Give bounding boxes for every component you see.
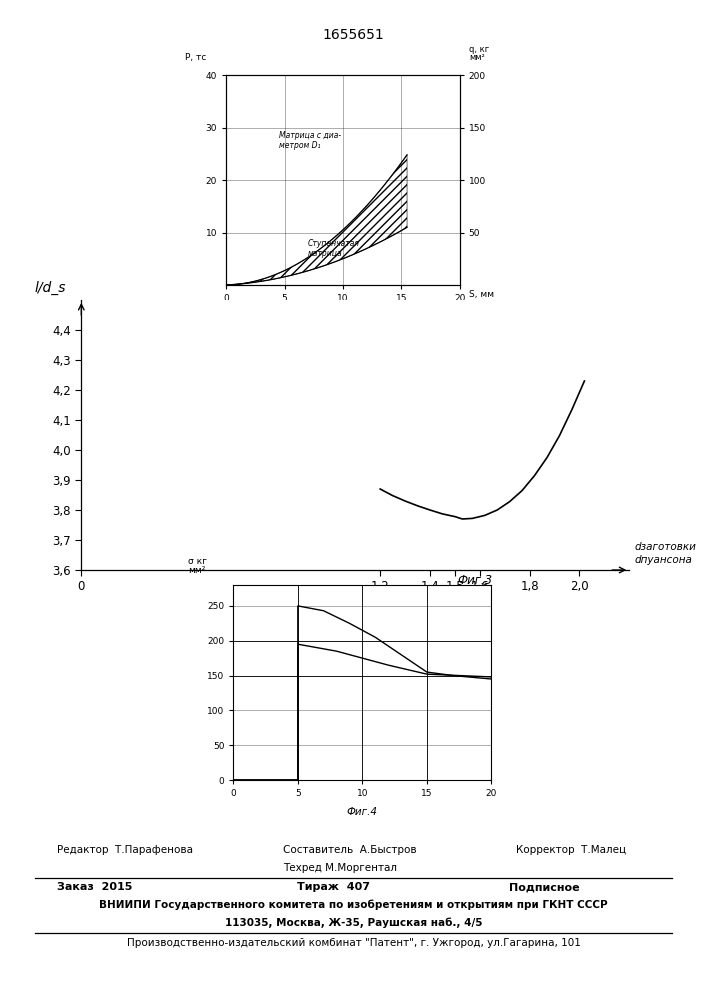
Text: σ кг
мм²: σ кг мм² bbox=[188, 557, 207, 575]
Text: Фиг.2: Фиг.2 bbox=[327, 315, 358, 325]
Text: Редактор  Т.Парафенова: Редактор Т.Парафенова bbox=[57, 845, 192, 855]
Text: l/d_s: l/d_s bbox=[35, 280, 66, 295]
Text: Подписное: Подписное bbox=[509, 882, 580, 892]
Text: 113035, Москва, Ж-35, Раушская наб., 4/5: 113035, Москва, Ж-35, Раушская наб., 4/5 bbox=[225, 917, 482, 928]
Text: P, тс: P, тс bbox=[185, 53, 206, 62]
Text: Составитель  А.Быстров: Составитель А.Быстров bbox=[283, 845, 416, 855]
Text: Тираж  407: Тираж 407 bbox=[297, 882, 370, 892]
Text: Фиг.4: Фиг.4 bbox=[347, 807, 378, 817]
Text: ВНИИПИ Государственного комитета по изобретениям и открытиям при ГКНТ СССР: ВНИИПИ Государственного комитета по изоб… bbox=[99, 900, 608, 910]
Text: Производственно-издательский комбинат "Патент", г. Ужгород, ул.Гагарина, 101: Производственно-издательский комбинат "П… bbox=[127, 938, 580, 948]
Text: Ступенчатая
матрица: Ступенчатая матрица bbox=[308, 239, 360, 258]
Text: Техред М.Моргентал: Техред М.Моргентал bbox=[283, 863, 397, 873]
Text: Заказ  2015: Заказ 2015 bbox=[57, 882, 132, 892]
Text: 1655651: 1655651 bbox=[322, 28, 385, 42]
Text: Фиг.3: Фиг.3 bbox=[457, 574, 492, 587]
Text: dзаготовки
dпуансона: dзаготовки dпуансона bbox=[634, 542, 696, 565]
Text: Корректор  Т.Малец: Корректор Т.Малец bbox=[516, 845, 626, 855]
Text: S, мм: S, мм bbox=[469, 290, 494, 299]
Text: Матрица с диа-
метром D₁: Матрица с диа- метром D₁ bbox=[279, 131, 341, 151]
Text: q, кг
мм²: q, кг мм² bbox=[469, 45, 489, 62]
